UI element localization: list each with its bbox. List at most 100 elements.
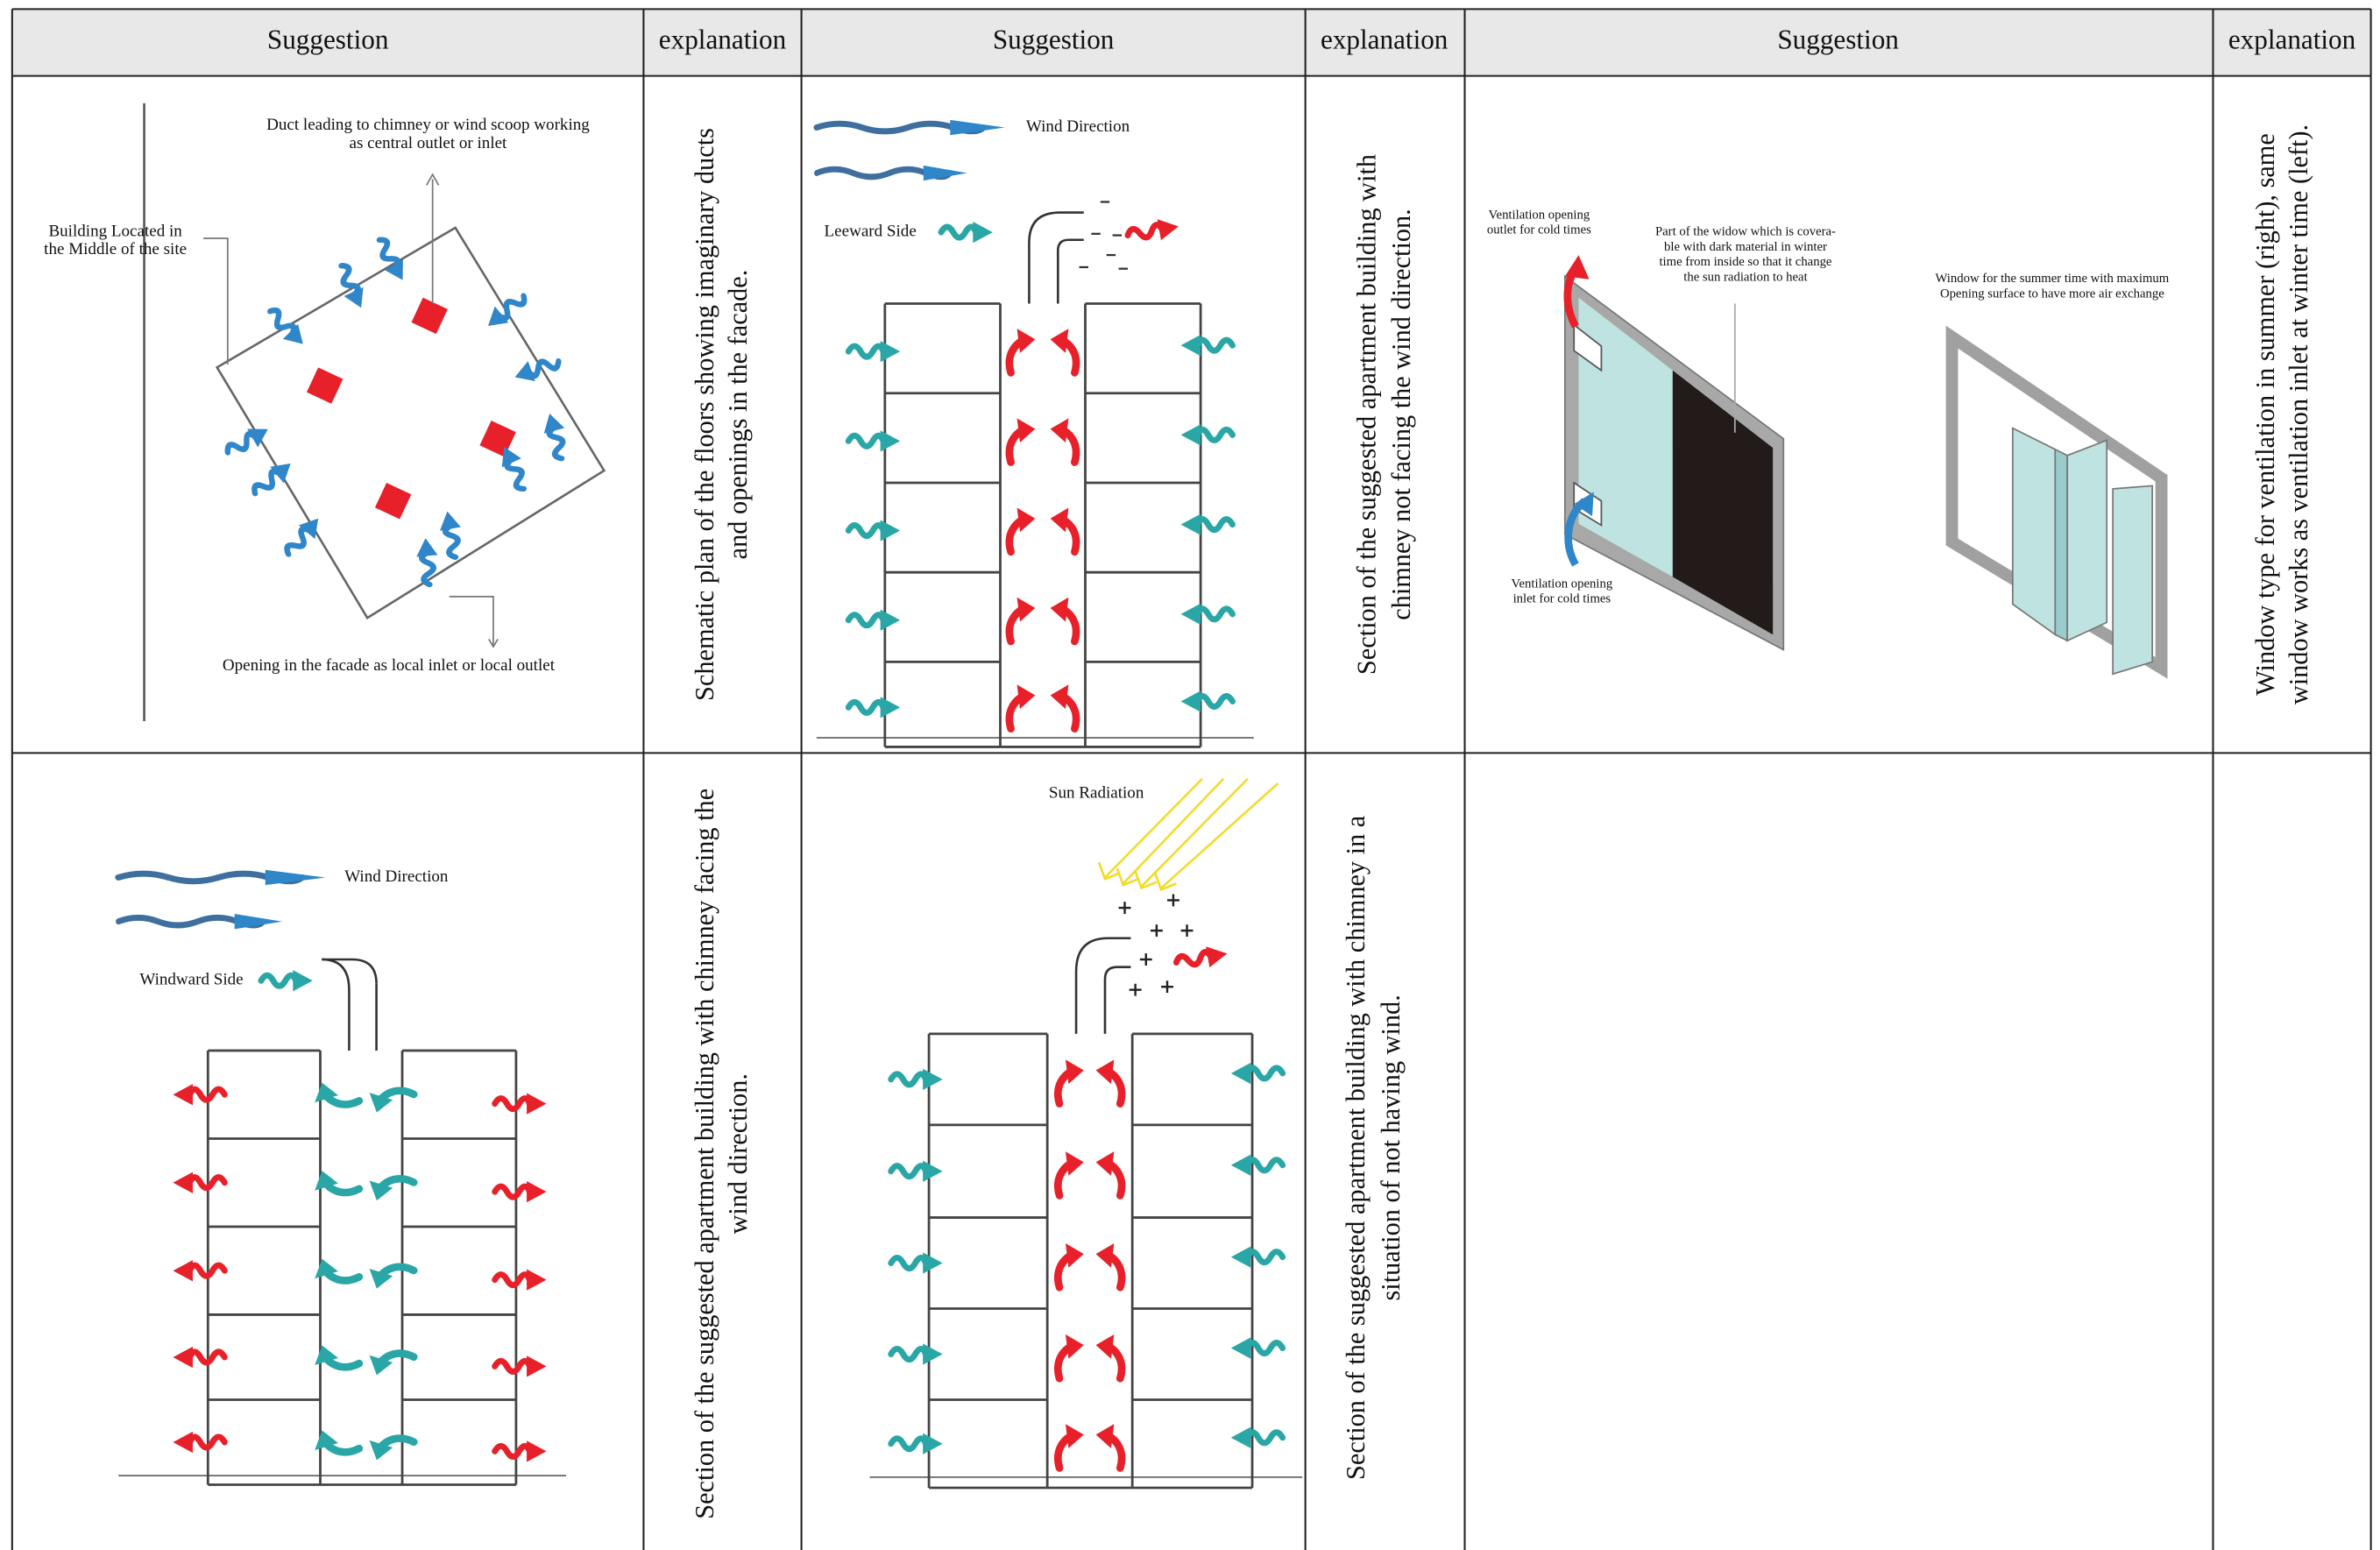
explanation-line: Window type for ventilation in summer (r… — [2250, 133, 2280, 696]
airflow-arrow — [848, 610, 900, 631]
airflow-arrow — [312, 1425, 360, 1458]
airflow-arrow — [173, 1260, 224, 1281]
airflow-arrow — [173, 1347, 224, 1368]
diagram-label: as central outlet or inlet — [350, 134, 508, 152]
diagram-label: Sun Radiation — [1049, 784, 1144, 803]
section-diagram — [118, 870, 567, 1476]
airflow-arrow — [1009, 508, 1035, 552]
explanation-line: Section of the suggested apartment build… — [690, 789, 719, 1519]
header-cell: Suggestion — [993, 25, 1115, 55]
airflow-arrow — [1096, 1151, 1122, 1195]
airflow-arrow — [1051, 329, 1076, 372]
header-cell: explanation — [2228, 25, 2356, 55]
diagram-label: Wind Direction — [344, 867, 449, 886]
header-cell: Suggestion — [1777, 25, 1899, 55]
airflow-arrow — [1181, 335, 1233, 356]
airflow-arrow — [366, 1433, 414, 1466]
airflow-arrow — [1058, 1151, 1083, 1195]
airflow-arrow — [891, 1252, 943, 1273]
header-row — [11, 9, 2371, 76]
explanation-line: Section of the suggested apartment build… — [1351, 154, 1381, 675]
airflow-arrow — [223, 420, 273, 462]
airflow-arrow — [941, 222, 993, 243]
diagram-label: the sun radiation to heat — [1683, 270, 1807, 284]
airflow-arrow — [1058, 1059, 1083, 1103]
airflow-arrow — [371, 235, 413, 286]
airflow-arrow — [312, 1253, 360, 1286]
diagram-label: Ventilation opening — [1489, 208, 1590, 222]
header-cell: Suggestion — [267, 25, 389, 55]
airflow-arrow — [511, 351, 562, 387]
airflow-arrow — [1126, 216, 1180, 245]
explanation-line: situation of not having wind. — [1376, 994, 1406, 1300]
table-grid — [11, 8, 2372, 1550]
airflow-arrow — [366, 1262, 414, 1295]
diagram-label: Leeward Side — [825, 222, 917, 240]
airflow-arrow — [495, 1440, 547, 1462]
explanation-line: wind direction. — [723, 1073, 753, 1234]
airflow-arrow — [495, 1093, 547, 1114]
airflow-arrow — [848, 520, 900, 541]
section-diagram — [817, 120, 1254, 739]
diagram-label: Opening surface to have more air exchang… — [1940, 287, 2164, 301]
airflow-arrow — [848, 341, 900, 362]
airflow-arrow — [173, 1084, 224, 1105]
diagram-label: Part of the widow which is covera- — [1655, 224, 1836, 238]
airflow-arrow — [173, 1432, 224, 1453]
diagram-label: time from inside so that it change — [1659, 255, 1831, 269]
airflow-arrow — [1231, 1427, 1283, 1448]
explanation-line: Section of the suggested apartment build… — [1341, 815, 1371, 1480]
airflow-arrow — [261, 970, 313, 991]
airflow-arrow — [1181, 604, 1233, 625]
airflow-arrow — [1231, 1063, 1283, 1084]
diagram-label: Windward Side — [139, 971, 243, 989]
airflow-arrow — [1009, 598, 1035, 641]
explanation-line: Schematic plan of the floors showing ima… — [690, 128, 719, 701]
airflow-arrow — [1058, 1424, 1083, 1468]
airflow-arrow — [891, 1343, 943, 1364]
airflow-arrow — [332, 261, 371, 312]
airflow-arrow — [891, 1069, 943, 1090]
airflow-arrow — [1181, 690, 1233, 711]
airflow-arrow — [495, 1181, 547, 1202]
airflow-arrow — [848, 697, 900, 718]
explanation-line: window works as ventilation inlet at win… — [2284, 124, 2313, 704]
airflow-arrow — [1009, 329, 1035, 372]
airflow-arrow — [312, 1077, 360, 1110]
airflow-arrow — [495, 1355, 547, 1377]
airflow-arrow — [1009, 684, 1035, 728]
airflow-arrow — [1231, 1155, 1283, 1176]
diagram-label: Building Located in — [48, 222, 182, 240]
airflow-arrow — [436, 510, 465, 559]
airflow-arrow — [263, 304, 311, 352]
airflow-arrow — [312, 1340, 360, 1373]
airflow-arrow — [1058, 1243, 1083, 1287]
airflow-arrow — [1009, 418, 1035, 462]
airflow-arrow — [1096, 1059, 1122, 1103]
header-cell: explanation — [659, 25, 787, 55]
airflow-arrow — [1174, 943, 1229, 973]
diagram-label: Window for the summer time with maximum — [1935, 272, 2169, 286]
section-diagram — [869, 777, 1303, 1478]
diagram-label: the Middle of the site — [44, 240, 187, 258]
diagram-label: Wind Direction — [1026, 117, 1130, 136]
airflow-arrow — [891, 1433, 943, 1454]
window-diagram — [1563, 255, 2168, 679]
plan-diagram — [143, 103, 606, 721]
airflow-arrow — [891, 1161, 943, 1182]
airflow-arrow — [848, 430, 900, 451]
airflow-arrow — [1096, 1243, 1122, 1287]
airflow-arrow — [414, 537, 440, 585]
airflow-arrow — [366, 1086, 414, 1119]
airflow-arrow — [1051, 598, 1076, 641]
airflow-arrow — [481, 288, 530, 335]
explanation-line: chimney not facing the wind direction. — [1386, 209, 1416, 620]
airflow-arrow — [1181, 424, 1233, 445]
diagram-label: ble with dark material in winter — [1664, 240, 1827, 254]
airflow-arrow — [1058, 1334, 1083, 1378]
airflow-arrow — [1096, 1424, 1122, 1468]
diagram-label: Ventilation opening — [1512, 577, 1613, 591]
airflow-arrow — [1181, 513, 1233, 534]
